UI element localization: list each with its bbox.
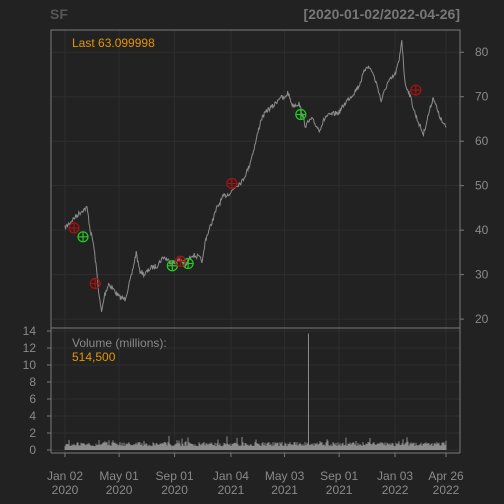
volume-y-tick-label: 6 bbox=[29, 392, 36, 406]
volume-y-tick-label: 4 bbox=[29, 409, 36, 423]
price-grid bbox=[51, 30, 460, 328]
volume-panel: 0 2 4 6 8 10 12 14 Volume (millions): 514,500 bbox=[23, 324, 461, 457]
buy-signal-marker bbox=[77, 231, 89, 243]
x-tick-label-month: Jan 04 bbox=[213, 469, 249, 483]
volume-y-tick-label: 10 bbox=[23, 358, 37, 372]
last-price-label: Last 63.099998 bbox=[72, 36, 155, 50]
chart-symbol: SF bbox=[50, 6, 68, 22]
x-tick-label-month: Sep 01 bbox=[156, 469, 194, 483]
price-y-tick-label: 20 bbox=[475, 312, 489, 326]
sell-signal-marker bbox=[410, 84, 422, 96]
price-y-tick-label: 80 bbox=[475, 45, 489, 59]
volume-label: Volume (millions): bbox=[72, 336, 167, 350]
x-tick-label-year: 2021 bbox=[271, 483, 298, 497]
buy-signal-marker bbox=[295, 108, 307, 121]
price-y-tick-label: 50 bbox=[475, 179, 489, 193]
volume-y-tick-label: 0 bbox=[29, 443, 36, 457]
price-y-tick-label: 30 bbox=[475, 268, 489, 282]
volume-y-tick-label: 12 bbox=[23, 341, 37, 355]
price-panel-frame bbox=[50, 29, 461, 329]
volume-value: 514,500 bbox=[72, 350, 116, 364]
x-tick-label-year: 2021 bbox=[218, 483, 245, 497]
volume-y-axis: 0 2 4 6 8 10 12 14 bbox=[23, 324, 51, 457]
volume-y-tick-label: 14 bbox=[23, 324, 37, 338]
volume-y-tick-label: 8 bbox=[29, 375, 36, 389]
x-tick-label-year: 2022 bbox=[382, 483, 409, 497]
x-tick-label-year: 2020 bbox=[161, 483, 188, 497]
chart-date-range: [2020-01-02/2022-04-26] bbox=[304, 6, 460, 22]
x-tick-label-month: May 03 bbox=[265, 469, 305, 483]
volume-y-tick-label: 2 bbox=[29, 426, 36, 440]
x-tick-label-month: May 01 bbox=[99, 469, 139, 483]
sell-signal-marker bbox=[68, 222, 80, 234]
x-tick-label-month: Apr 26 bbox=[428, 469, 464, 483]
x-tick-label-year: 2020 bbox=[52, 483, 79, 497]
sell-signal-marker bbox=[226, 177, 238, 190]
price-line bbox=[64, 40, 447, 312]
x-tick-label-month: Sep 01 bbox=[320, 469, 358, 483]
sell-signal-marker bbox=[89, 277, 101, 290]
price-panel: 20 30 40 50 60 70 80 Last 63.099998 bbox=[50, 29, 489, 329]
trade-signals bbox=[68, 84, 422, 290]
price-y-tick-label: 60 bbox=[475, 134, 489, 148]
price-y-tick-label: 70 bbox=[475, 90, 489, 104]
x-tick-label-month: Jan 02 bbox=[47, 469, 83, 483]
price-y-axis: 20 30 40 50 60 70 80 bbox=[460, 45, 489, 326]
price-y-tick-label: 40 bbox=[475, 223, 489, 237]
volume-bars-path bbox=[64, 435, 447, 450]
x-tick-label-year: 2020 bbox=[106, 483, 133, 497]
price-series bbox=[64, 40, 447, 312]
x-tick-label-year: 2021 bbox=[326, 483, 353, 497]
volume-bars bbox=[64, 333, 447, 450]
sell-signal-marker bbox=[174, 255, 187, 267]
x-tick-label-month: Jan 03 bbox=[377, 469, 413, 483]
x-tick-label-year: 2022 bbox=[433, 483, 460, 497]
